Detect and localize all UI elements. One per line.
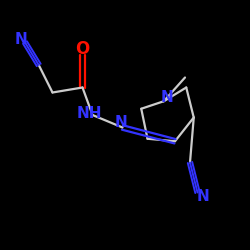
Text: N: N — [160, 90, 173, 105]
Text: N: N — [115, 115, 128, 130]
Text: N: N — [196, 189, 209, 204]
Text: O: O — [76, 40, 90, 58]
Text: NH: NH — [77, 106, 102, 120]
Text: N: N — [14, 32, 27, 47]
